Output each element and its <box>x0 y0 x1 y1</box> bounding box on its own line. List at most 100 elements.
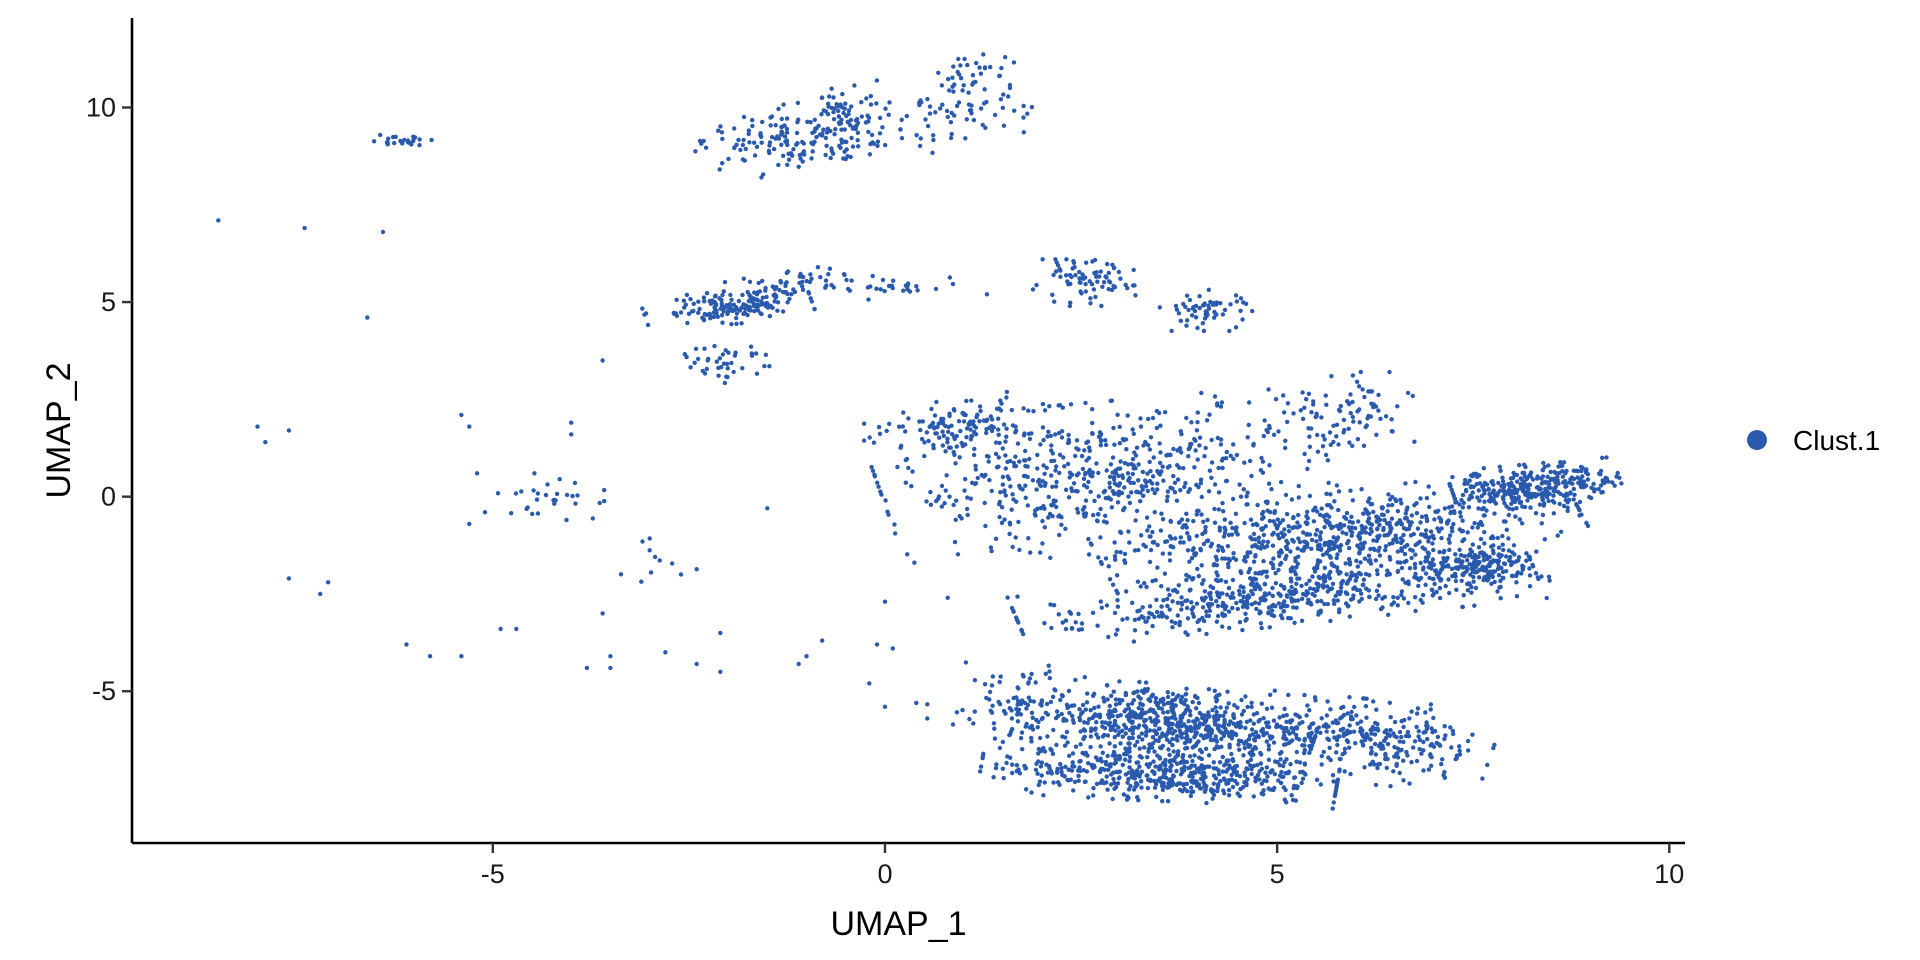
scatter-point <box>1077 765 1082 770</box>
scatter-point <box>1004 395 1009 400</box>
scatter-point <box>1104 468 1109 473</box>
scatter-point <box>1416 729 1422 734</box>
scatter-point <box>855 130 861 135</box>
scatter-point <box>1395 509 1401 514</box>
scatter-point <box>1361 443 1367 448</box>
scatter-point <box>746 128 752 133</box>
scatter-point <box>1067 303 1073 309</box>
scatter-point <box>1059 693 1065 698</box>
scatter-point <box>1333 718 1339 723</box>
scatter-point <box>1405 542 1410 548</box>
scatter-point <box>1443 733 1448 738</box>
scatter-point <box>1330 806 1335 811</box>
scatter-point <box>718 124 723 129</box>
scatter-point <box>1272 688 1278 693</box>
scatter-point <box>1164 539 1170 544</box>
scatter-point <box>1233 511 1239 516</box>
scatter-point <box>1191 576 1196 581</box>
scatter-point <box>1247 733 1253 738</box>
scatter-point <box>1220 465 1225 471</box>
scatter-point <box>1101 695 1106 700</box>
scatter-point <box>1090 259 1095 264</box>
scatter-point <box>1210 585 1216 591</box>
scatter-point <box>1026 431 1032 436</box>
scatter-point <box>1115 591 1120 596</box>
scatter-point <box>1465 567 1470 572</box>
scatter-point <box>1211 563 1217 568</box>
scatter-point <box>905 552 910 557</box>
scatter-point <box>1090 431 1095 436</box>
scatter-point <box>1190 699 1195 705</box>
scatter-point <box>1394 522 1399 527</box>
scatter-point <box>1314 413 1319 419</box>
scatter-point <box>1561 493 1566 498</box>
scatter-point <box>1161 613 1166 618</box>
scatter-point <box>1179 600 1184 606</box>
scatter-point <box>966 90 971 95</box>
scatter-point <box>977 404 983 409</box>
scatter-point <box>1062 743 1068 748</box>
scatter-point <box>1194 512 1200 517</box>
scatter-point <box>1074 438 1080 443</box>
scatter-point <box>1539 476 1544 481</box>
scatter-point <box>1367 573 1372 578</box>
scatter-point <box>1373 558 1379 563</box>
scatter-point <box>1377 522 1382 528</box>
scatter-point <box>1228 453 1233 458</box>
scatter-point <box>935 425 940 430</box>
scatter-point <box>1374 514 1379 519</box>
scatter-point <box>1110 582 1116 587</box>
scatter-point <box>1184 293 1190 298</box>
scatter-point <box>1140 605 1145 610</box>
scatter-point <box>914 284 919 289</box>
scatter-point <box>1184 323 1189 328</box>
scatter-point <box>946 424 951 430</box>
scatter-point <box>1109 505 1115 510</box>
scatter-point <box>917 419 922 424</box>
scatter-point <box>1463 477 1468 483</box>
scatter-point <box>1520 504 1525 509</box>
scatter-point <box>1113 557 1118 562</box>
scatter-point <box>1099 303 1104 309</box>
scatter-point <box>1430 576 1436 582</box>
scatter-point <box>1155 487 1160 492</box>
scatter-point <box>1439 526 1444 531</box>
scatter-point <box>1296 483 1302 489</box>
scatter-point <box>1085 753 1090 758</box>
scatter-point <box>960 707 965 713</box>
scatter-point <box>1201 519 1206 524</box>
scatter-point <box>1033 680 1038 685</box>
scatter-point <box>1267 518 1273 524</box>
scatter-point <box>1506 512 1512 518</box>
scatter-point <box>1357 588 1363 593</box>
scatter-point <box>1202 784 1207 789</box>
scatter-point <box>1471 471 1477 476</box>
scatter-point <box>1088 489 1093 494</box>
scatter-point <box>1152 728 1157 733</box>
scatter-point <box>1220 724 1225 729</box>
scatter-point <box>997 679 1002 685</box>
scatter-point <box>1258 546 1264 551</box>
scatter-point <box>1563 497 1569 503</box>
scatter-point <box>928 489 933 495</box>
scatter-point <box>1296 495 1302 500</box>
scatter-point <box>1105 697 1110 702</box>
scatter-point <box>407 140 413 146</box>
scatter-point <box>1489 544 1494 549</box>
scatter-point <box>1220 591 1225 596</box>
scatter-point <box>720 352 726 357</box>
scatter-point <box>1270 593 1276 599</box>
scatter-point <box>1585 477 1591 482</box>
scatter-point <box>686 311 692 316</box>
scatter-point <box>1430 593 1435 598</box>
scatter-point <box>1138 779 1144 784</box>
scatter-point <box>1404 515 1409 521</box>
scatter-point <box>1278 613 1284 618</box>
scatter-point <box>1312 593 1317 598</box>
scatter-point <box>1084 700 1090 705</box>
scatter-point <box>1178 540 1183 545</box>
scatter-point <box>681 298 687 303</box>
scatter-point <box>1326 755 1331 760</box>
scatter-point <box>1460 604 1465 610</box>
scatter-point <box>1084 769 1090 774</box>
